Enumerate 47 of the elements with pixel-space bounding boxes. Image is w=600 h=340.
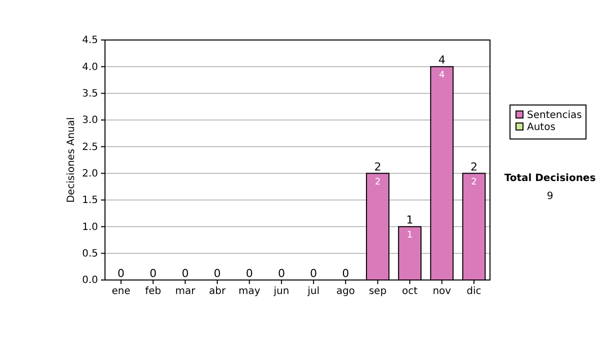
x-tick-label: ene <box>112 286 130 298</box>
y-tick-label: 0.0 <box>82 275 98 286</box>
data-label: 2 <box>374 177 381 188</box>
total-label: 0 <box>150 267 157 280</box>
x-tick-label: nov <box>432 286 452 298</box>
text: 9 <box>546 191 554 202</box>
x-tick-label: may <box>238 286 260 298</box>
total-label: 0 <box>278 267 285 280</box>
bar <box>398 226 422 280</box>
bar <box>430 66 454 280</box>
y-tick-label: 2.5 <box>82 142 98 153</box>
total-label: 0 <box>182 267 189 280</box>
x-tick-label: feb <box>145 286 162 298</box>
data-label: 4 <box>439 70 446 81</box>
bar <box>462 172 486 280</box>
legend-label: Autos <box>527 122 556 133</box>
total-label: 2 <box>374 160 382 174</box>
y-tick-label: 0.5 <box>82 248 98 260</box>
total-label: 0 <box>118 267 125 280</box>
y-tick-label: 1.0 <box>82 222 98 233</box>
x-tick-label: mar <box>175 286 196 298</box>
y-tick-label: 3.5 <box>82 88 98 100</box>
x-tick-label: dic <box>466 286 482 298</box>
legend-label: Sentencias <box>527 110 582 121</box>
x-tick-label: ago <box>336 286 355 298</box>
x-tick-label: sep <box>368 286 387 298</box>
y-axis-title: Decisiones Anual <box>66 117 77 203</box>
y-tick-label: 4.5 <box>82 35 98 46</box>
total-label: 0 <box>246 267 253 280</box>
total-label: 0 <box>214 267 221 280</box>
total-label: 0 <box>342 267 350 280</box>
data-label: 2 <box>471 177 477 188</box>
data-label: 1 <box>406 230 413 241</box>
x-tick-label: jun <box>272 286 290 298</box>
x-tick-label: abr <box>208 286 226 298</box>
bar <box>366 172 390 280</box>
x-tick-label: oct <box>402 286 418 298</box>
x-tick-label: jul <box>306 286 320 298</box>
y-tick-label: 3.0 <box>82 115 98 126</box>
total-label: 2 <box>470 160 478 174</box>
text: Total Decisiones <box>504 173 596 184</box>
total-label: 1 <box>406 214 414 227</box>
total-label: 4 <box>438 54 446 67</box>
y-tick-label: 2.0 <box>82 168 98 180</box>
y-tick-label: 4.0 <box>82 62 98 73</box>
y-tick-label: 1.5 <box>82 195 98 206</box>
total-label: 0 <box>310 267 318 280</box>
